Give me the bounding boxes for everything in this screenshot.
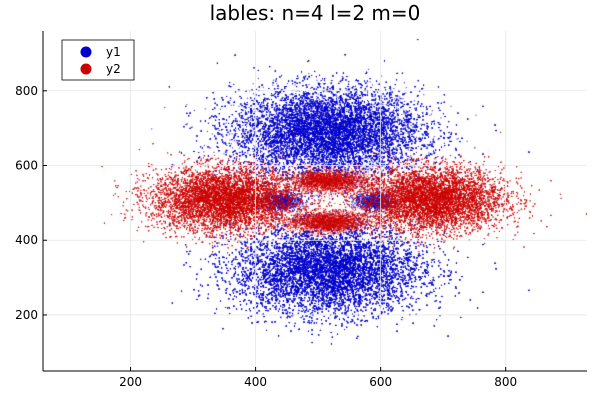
y-tick-label: 600 (15, 159, 38, 173)
chart-title: lables: n=4 l=2 m=0 (210, 1, 421, 25)
legend-marker-y1 (80, 46, 92, 58)
x-ticks: 200 400 600 800 (119, 367, 517, 389)
y-tick-label: 400 (15, 233, 38, 247)
x-tick-label: 600 (369, 375, 392, 389)
scatter-points (43, 31, 587, 371)
x-tick-label: 800 (494, 375, 517, 389)
y-tick-label: 800 (15, 84, 38, 98)
legend-label-y1: y1 (106, 45, 121, 59)
legend-label-y2: y2 (106, 62, 121, 76)
x-tick-label: 200 (119, 375, 142, 389)
x-tick-label: 400 (244, 375, 267, 389)
y-ticks: 200 400 600 800 (15, 84, 47, 322)
axes (42, 31, 587, 372)
y-tick-label: 200 (15, 308, 38, 322)
grid (43, 31, 587, 371)
legend-marker-y2 (80, 63, 92, 75)
legend-box (61, 39, 135, 81)
